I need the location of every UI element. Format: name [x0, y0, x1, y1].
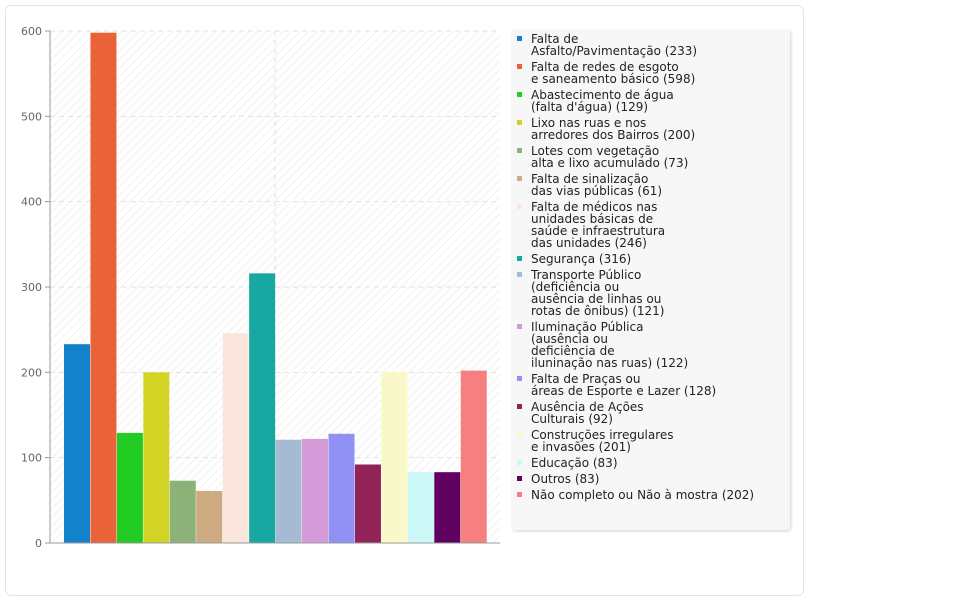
legend: Falta de Asfalto/Pavimentação (233) Falta… [512, 30, 790, 530]
y-tick-label: 100 [21, 452, 42, 465]
legend-label: Transporte Público (deficiência ou ausên… [531, 268, 665, 318]
legend-label: Segurança (316) [531, 252, 632, 266]
legend-swatch [517, 64, 522, 69]
bar[interactable] [275, 439, 302, 543]
bar[interactable] [196, 490, 223, 543]
legend-label: Construções irregulares e invasões (201) [531, 428, 674, 454]
legend-label: Lotes com vegetação alta e lixo acumulad… [531, 144, 689, 170]
bar[interactable] [302, 438, 329, 543]
legend-swatch [517, 176, 522, 181]
y-tick-label: 0 [35, 537, 42, 550]
legend-swatch [517, 204, 522, 209]
legend-label: Falta de Praças ou áreas de Esporte e La… [531, 372, 717, 398]
legend-label: Abastecimento de água (falta d'água) (12… [531, 88, 674, 114]
legend-label: Lixo nas ruas e nos arredores dos Bairro… [531, 116, 696, 142]
bar[interactable] [116, 432, 143, 543]
bar[interactable] [434, 472, 461, 543]
legend-swatch [517, 476, 522, 481]
legend-swatch [517, 256, 522, 261]
legend-label: Ausência de Ações Culturais (92) [531, 400, 644, 426]
bar[interactable] [249, 273, 276, 543]
bar[interactable] [169, 480, 196, 543]
legend-swatch [517, 432, 522, 437]
legend-swatch [517, 148, 522, 153]
y-tick-label: 600 [21, 25, 42, 38]
bar[interactable] [354, 464, 381, 543]
legend-label: Falta de Asfalto/Pavimentação (233) [531, 32, 698, 58]
bar[interactable] [407, 472, 434, 543]
y-tick-label: 400 [21, 196, 42, 209]
bar[interactable] [143, 372, 170, 543]
legend-swatch [517, 324, 522, 329]
bar[interactable] [381, 371, 408, 543]
legend-swatch [517, 120, 522, 125]
bar[interactable] [460, 370, 487, 543]
legend-label: Não completo ou Não à mostra (202) [531, 488, 755, 502]
y-tick-label: 300 [21, 281, 42, 294]
bar[interactable] [328, 433, 355, 543]
legend-swatch [517, 492, 522, 497]
legend-swatch [517, 376, 522, 381]
legend-label: Educação (83) [531, 456, 618, 470]
legend-label: Falta de redes de esgoto e saneamento bá… [531, 60, 696, 86]
bar[interactable] [90, 32, 117, 543]
legend-swatch [517, 460, 522, 465]
y-tick-label: 500 [21, 110, 42, 123]
legend-swatch [517, 272, 522, 277]
y-tick-label: 200 [21, 366, 42, 379]
legend-label: Falta de médicos nas unidades básicas de… [531, 200, 666, 250]
legend-swatch [517, 92, 522, 97]
bar[interactable] [64, 344, 90, 543]
legend-swatch [517, 404, 522, 409]
legend-label: Outros (83) [531, 472, 600, 486]
legend-label: Iluminação Pública (ausência ou deficiên… [531, 320, 689, 370]
legend-swatch [517, 36, 522, 41]
bar[interactable] [222, 333, 249, 543]
legend-label: Falta de sinalização das vias públicas (… [531, 172, 663, 198]
